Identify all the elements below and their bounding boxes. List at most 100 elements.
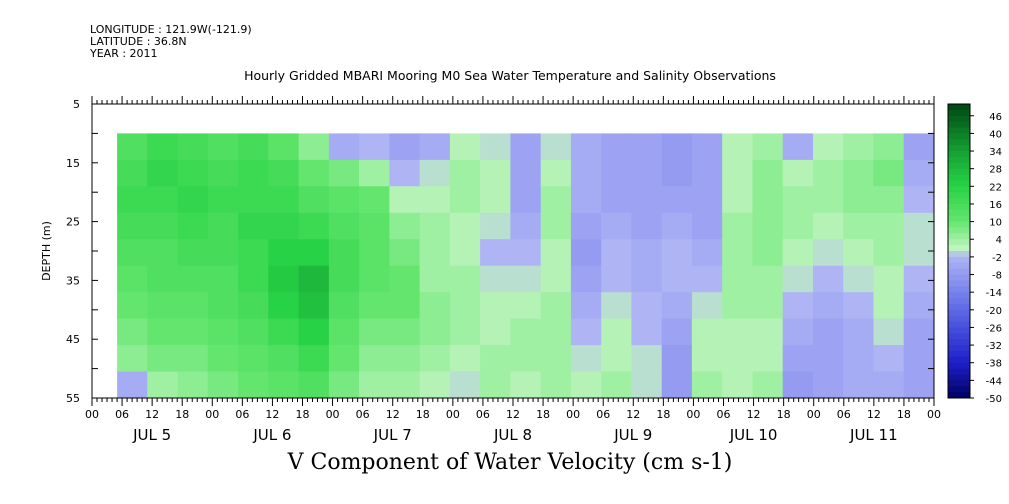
heatmap-cell (540, 265, 572, 293)
heatmap-cell (419, 186, 451, 214)
heatmap-cell (298, 239, 330, 267)
heatmap-cell (661, 265, 693, 293)
x-tick-label: 06 (356, 408, 370, 421)
heatmap-cell (449, 318, 481, 346)
colorbar-label: -50 (986, 394, 1002, 405)
colorbar-swatch (948, 256, 970, 264)
heatmap-cell (147, 133, 179, 161)
heatmap-cell (813, 239, 844, 267)
heatmap-cell (601, 212, 632, 240)
heatmap-cell (298, 133, 330, 161)
heatmap-cell (813, 292, 844, 320)
colorbar-label: -8 (992, 271, 1002, 282)
heatmap-cell (631, 186, 663, 214)
colorbar-swatch (948, 280, 970, 287)
heatmap-cell (873, 265, 905, 293)
heatmap-cell (328, 345, 360, 373)
heatmap-cell (903, 133, 935, 161)
heatmap-cell (117, 292, 148, 320)
colorbar-swatch (948, 239, 970, 246)
heatmap-cell (661, 318, 693, 346)
x-tick-label: 18 (296, 408, 310, 421)
heatmap-cell (449, 239, 481, 267)
x-tick-label: 00 (326, 408, 340, 421)
heatmap-cell (782, 265, 814, 293)
heatmap-cell (843, 133, 874, 161)
heatmap-cell (177, 159, 209, 187)
heatmap-cell (510, 292, 542, 320)
colorbar-swatch (948, 162, 970, 170)
heatmap-cell (540, 212, 572, 240)
heatmap-cell (873, 133, 905, 161)
latitude-label: LATITUDE : 36.8N (90, 35, 187, 48)
colorbar-swatch (948, 151, 970, 158)
heatmap-cell (540, 292, 572, 320)
colorbar-swatch (948, 303, 970, 311)
heatmap-cell (903, 212, 935, 240)
colorbar-swatch (948, 233, 970, 240)
heatmap-cell (298, 345, 330, 373)
heatmap-cell (752, 318, 784, 346)
heatmap-cell (268, 292, 300, 320)
heatmap-cell (147, 292, 179, 320)
heatmap-cell (359, 371, 390, 399)
heatmap-cell (752, 133, 784, 161)
heatmap-cell (449, 345, 481, 373)
heatmap-cell (419, 212, 451, 240)
heatmap-cell (510, 345, 542, 373)
heatmap-cell (722, 239, 753, 267)
colorbar-swatch (948, 133, 970, 140)
heatmap-cell (661, 159, 693, 187)
x-tick-label: 06 (115, 408, 129, 421)
heatmap-cell (510, 159, 542, 187)
heatmap-cell (661, 292, 693, 320)
colorbar-swatch (948, 339, 970, 346)
heatmap-cell (449, 212, 481, 240)
heatmap-cell (782, 212, 814, 240)
colorbar-swatch (948, 356, 970, 364)
heatmap-cell (117, 159, 148, 187)
heatmap-cell (449, 265, 481, 293)
heatmap-cell (873, 212, 905, 240)
colorbar-frame (947, 103, 971, 399)
heatmap-cell (510, 212, 542, 240)
heatmap-cell (419, 345, 451, 373)
colorbar-swatch (948, 104, 970, 111)
heatmap-cell (873, 345, 905, 373)
x-tick-label: 12 (386, 408, 400, 421)
heatmap-cell (268, 133, 300, 161)
heatmap-cell (207, 186, 239, 214)
heatmap-cell (722, 212, 753, 240)
heatmap-cell (449, 292, 481, 320)
x-tick-label: 18 (416, 408, 430, 421)
x-tick-label: 06 (717, 408, 731, 421)
x-tick-label: 12 (626, 408, 640, 421)
heatmap-cell (268, 371, 300, 399)
heatmap-cell (449, 133, 481, 161)
heatmap-cell (117, 133, 148, 161)
day-label: JUL 10 (729, 426, 778, 444)
heatmap-cell (540, 133, 572, 161)
heatmap-cell (238, 371, 269, 399)
colorbar-swatch (948, 298, 970, 305)
heatmap-cell (570, 265, 602, 293)
heatmap-cell (873, 371, 905, 399)
heatmap-cell (903, 159, 935, 187)
x-tick-label: 12 (747, 408, 761, 421)
heatmap-cell (207, 371, 239, 399)
heatmap-cell (601, 159, 632, 187)
heatmap-cell (722, 186, 753, 214)
x-tick-label: 12 (867, 408, 881, 421)
heatmap-cell (691, 265, 723, 293)
heatmap-cell (147, 318, 179, 346)
heatmap-cell (843, 212, 874, 240)
x-tick-label: 00 (686, 408, 700, 421)
location-metadata: LONGITUDE : 121.9W(-121.9) LATITUDE : 36… (90, 24, 252, 60)
heatmap-cell (389, 159, 421, 187)
colorbar-swatch (948, 145, 970, 152)
colorbar-label: -38 (986, 359, 1002, 370)
heatmap-cell (540, 186, 572, 214)
heatmap-cell (601, 345, 632, 373)
heatmap-cell (328, 265, 360, 293)
